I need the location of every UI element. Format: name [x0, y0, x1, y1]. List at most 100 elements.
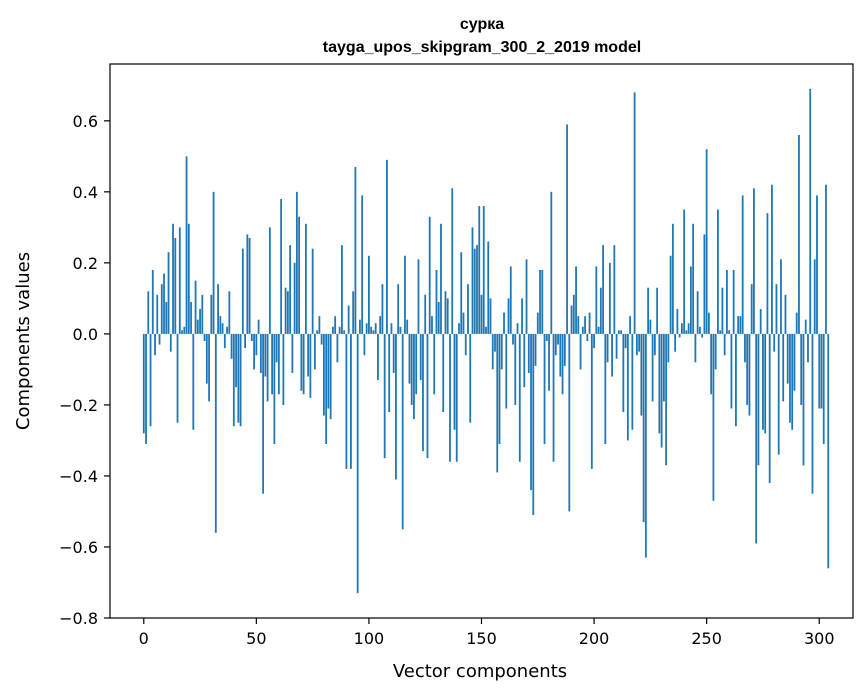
bar — [320, 333, 323, 345]
bar — [201, 294, 204, 334]
bar — [593, 333, 595, 349]
bar — [406, 319, 409, 334]
bar — [789, 333, 791, 423]
bar — [235, 333, 237, 388]
bar — [703, 234, 706, 334]
bar — [660, 333, 663, 448]
bar — [795, 312, 798, 334]
chart-title-line1: сурка — [460, 16, 504, 33]
bar — [640, 333, 643, 416]
bar — [354, 166, 357, 334]
bar — [370, 326, 373, 334]
x-tick-label: 200 — [579, 629, 610, 648]
bar — [620, 330, 622, 334]
bar — [539, 269, 541, 334]
bar — [372, 330, 375, 334]
bar — [165, 301, 168, 334]
bar — [487, 241, 490, 334]
bar — [259, 333, 262, 373]
bar — [671, 223, 674, 334]
bar — [181, 330, 183, 334]
bar — [192, 333, 195, 430]
bar — [185, 156, 188, 334]
bar — [295, 191, 298, 334]
bar — [178, 227, 181, 334]
bar — [271, 333, 274, 395]
bar — [791, 333, 794, 430]
y-tick-label: −0.6 — [59, 538, 98, 557]
y-tick-label: −0.8 — [59, 609, 98, 628]
bar — [386, 159, 388, 334]
bar — [322, 333, 325, 416]
bar — [332, 326, 334, 334]
bar — [719, 330, 722, 334]
bar — [631, 333, 634, 430]
y-tick-label: 0.0 — [73, 325, 98, 344]
bar — [194, 280, 197, 334]
bar — [417, 259, 420, 334]
bar — [525, 259, 528, 334]
bar — [205, 333, 208, 384]
bar — [692, 223, 695, 334]
bar — [534, 333, 537, 366]
bar — [820, 333, 823, 409]
bar — [338, 326, 341, 334]
bar — [467, 284, 469, 334]
bar — [649, 319, 652, 334]
bar — [786, 333, 789, 384]
bar — [167, 252, 170, 334]
bar — [446, 298, 449, 334]
bar — [142, 333, 145, 434]
y-tick-label: 0.6 — [73, 112, 98, 131]
bar — [606, 333, 609, 363]
bar — [674, 333, 677, 352]
bar — [460, 252, 463, 334]
bar — [368, 255, 370, 334]
bar — [248, 238, 251, 334]
bar — [611, 333, 613, 377]
bar — [807, 333, 809, 363]
bar — [676, 309, 679, 334]
bar — [699, 326, 701, 334]
bar — [563, 333, 566, 366]
bar — [318, 316, 321, 334]
bar — [739, 316, 742, 334]
bar — [210, 294, 213, 334]
bar — [345, 333, 348, 469]
bar — [509, 266, 512, 334]
bar — [557, 333, 559, 345]
bars-group — [142, 88, 830, 594]
bar — [244, 333, 246, 349]
bar — [550, 191, 553, 334]
bar — [653, 333, 656, 356]
bar — [482, 206, 485, 334]
x-axis-ticks: 0 50 100 150 200 250 300 — [139, 618, 835, 648]
bar — [701, 333, 704, 338]
bar — [266, 333, 269, 402]
bar — [647, 287, 650, 334]
bar — [480, 294, 483, 334]
bar — [464, 333, 467, 356]
x-tick-label: 250 — [691, 629, 722, 648]
bar — [548, 333, 550, 391]
bar — [187, 223, 190, 334]
bar — [633, 92, 636, 334]
bar — [277, 333, 280, 395]
bar — [768, 333, 771, 484]
bar — [541, 269, 544, 334]
bar — [219, 316, 222, 334]
bar — [462, 312, 465, 334]
bar — [741, 195, 744, 334]
bar — [228, 291, 231, 334]
bar — [813, 259, 816, 334]
bar — [496, 333, 499, 473]
bar — [255, 333, 258, 356]
bar — [577, 316, 580, 334]
bar — [669, 255, 672, 334]
bar — [359, 319, 361, 334]
y-tick-label: 0.4 — [73, 183, 98, 202]
bar — [160, 284, 163, 334]
bar — [280, 198, 283, 334]
bar — [714, 333, 717, 370]
bar — [566, 124, 568, 334]
